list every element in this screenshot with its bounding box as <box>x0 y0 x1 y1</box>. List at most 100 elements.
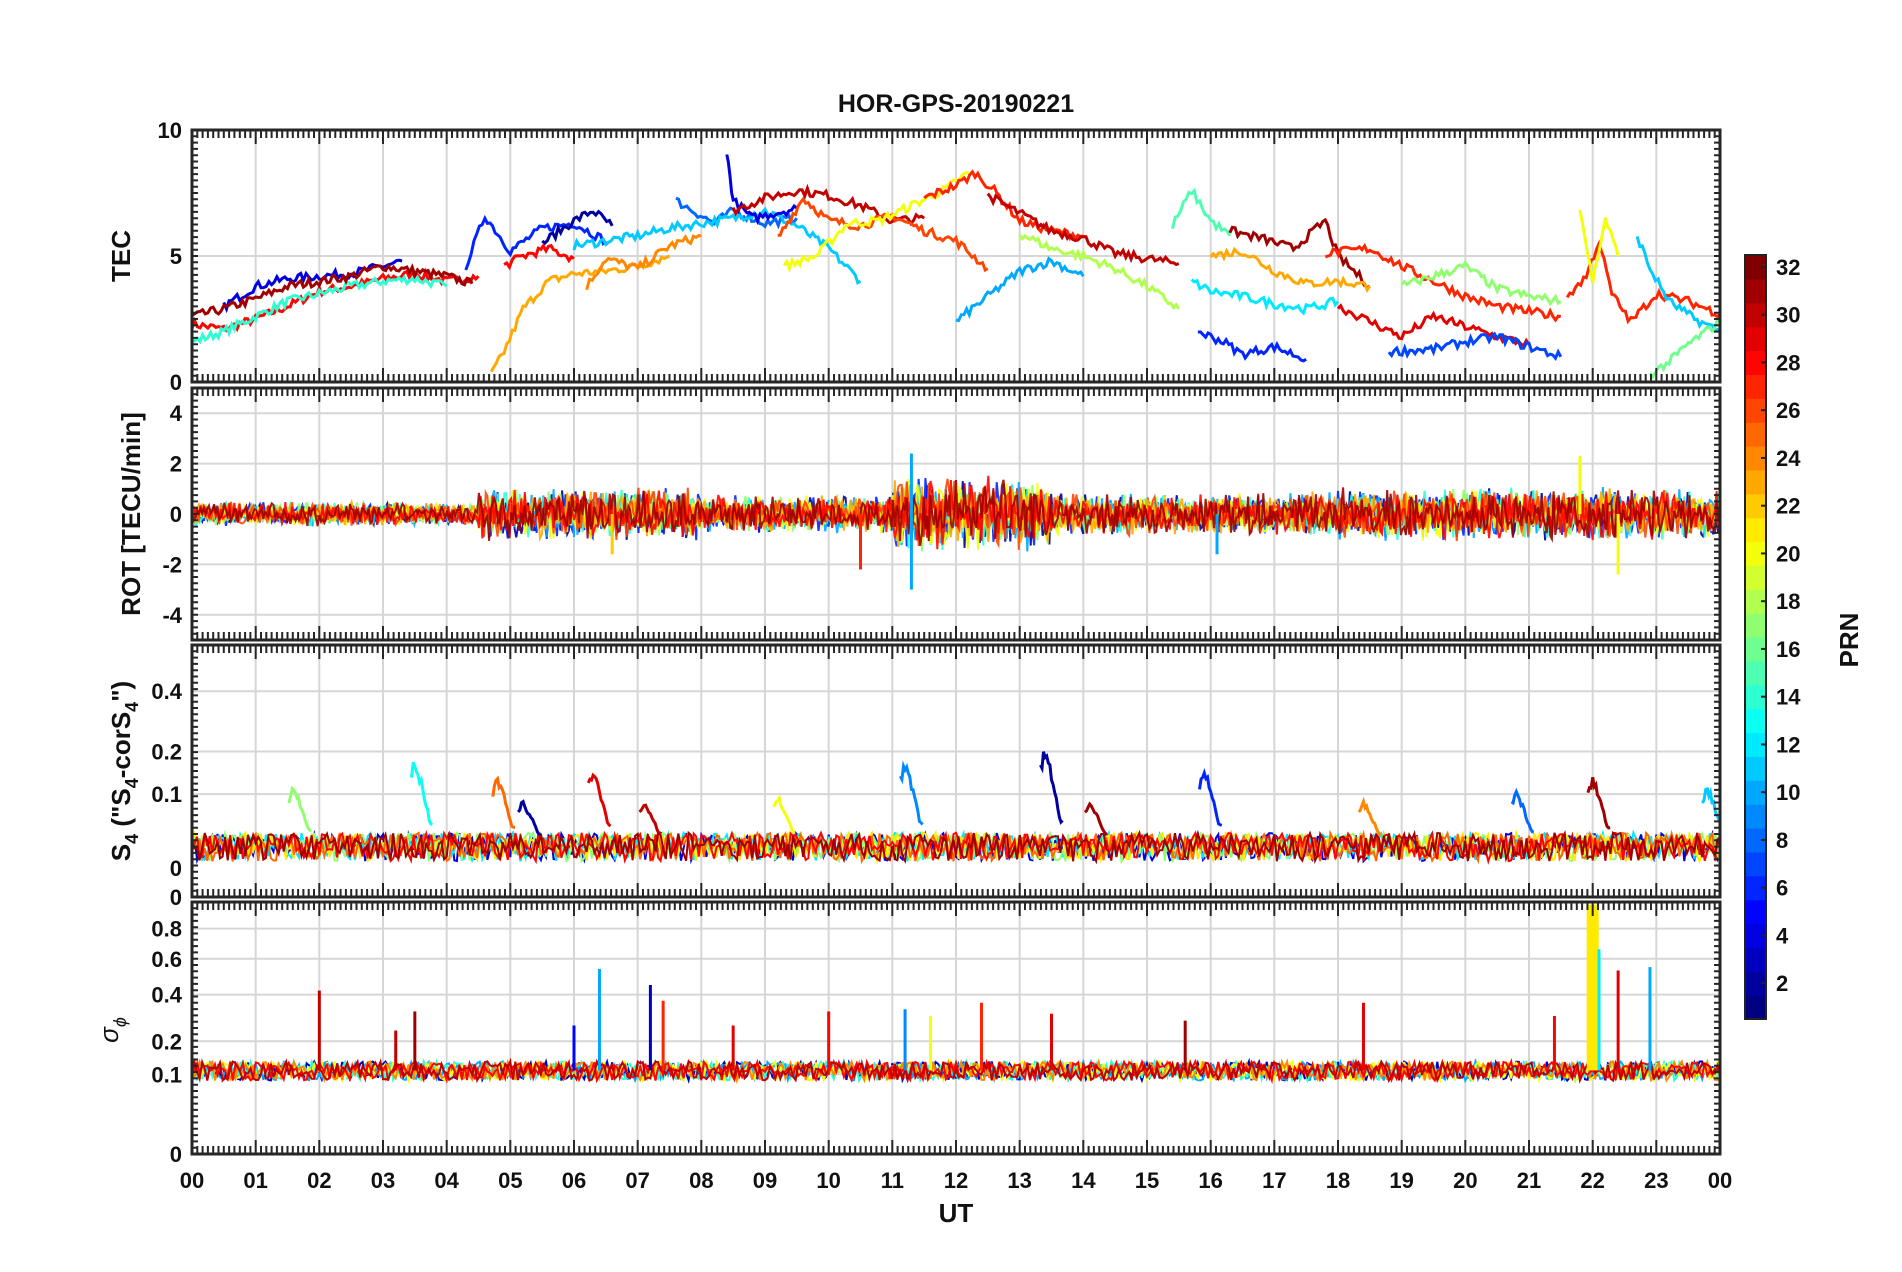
x-tick-label: 20 <box>1453 1168 1477 1193</box>
colorbar-tick-label: 14 <box>1776 685 1801 710</box>
x-tick-label: 00 <box>1708 1168 1732 1193</box>
colorbar-block <box>1745 899 1766 925</box>
colorbar-tick-label: 18 <box>1776 589 1800 614</box>
x-tick-label: 21 <box>1517 1168 1541 1193</box>
colorbar-block <box>1745 828 1766 853</box>
colorbar-tick-label: 26 <box>1776 398 1800 423</box>
sigma-series-prn-28 <box>192 1058 1720 1085</box>
colorbar-block <box>1745 995 1766 1020</box>
tec-series-prn-14 <box>192 274 448 345</box>
x-axis-label: UT <box>939 1198 974 1228</box>
colorbar-block <box>1745 446 1766 471</box>
tec-series-prn-11 <box>572 206 862 286</box>
colorbar-tick-label: 16 <box>1776 637 1800 662</box>
x-tick-label: 18 <box>1326 1168 1350 1193</box>
colorbar-block <box>1745 947 1766 972</box>
y-tick-label: 0.1 <box>151 782 182 807</box>
y-minor-ticks <box>192 129 1720 383</box>
s4-series-prn-28 <box>192 829 1720 865</box>
y-tick-label: 0.1 <box>151 1062 182 1087</box>
sigma-series-prn-30 <box>192 1057 1720 1084</box>
sigma-frame <box>190 900 1722 1156</box>
x-tick-label: 08 <box>689 1168 713 1193</box>
x-tick-label: 09 <box>753 1168 777 1193</box>
rot-panel: -4 -2 0 2 4 ROT [TECU/min] <box>116 386 1722 642</box>
colorbar-block <box>1745 971 1766 996</box>
tec-series-prn-17 <box>1400 259 1562 307</box>
s4-spike <box>409 761 434 827</box>
rot-frame <box>190 386 1722 642</box>
rot-yticks: -4 -2 0 2 4 <box>162 401 182 628</box>
tec-series-prn-27 <box>1565 239 1720 325</box>
y-tick-label: 0.4 <box>151 983 182 1008</box>
tec-series-prn-31 <box>1228 217 1371 290</box>
colorbar-block <box>1745 613 1766 638</box>
s4-spike <box>491 775 516 829</box>
sigma-ylabel: σϕ <box>94 1017 130 1043</box>
colorbar-block <box>1745 255 1766 280</box>
x-tick-label: 02 <box>307 1168 331 1193</box>
colorbar-tick-label: 10 <box>1776 780 1800 805</box>
sigma-ylabel-sub: ϕ <box>110 1017 130 1027</box>
colorbar-tick-label: 20 <box>1776 541 1800 566</box>
s4-yticks: 0 0 0.1 0.2 0.4 <box>151 679 182 910</box>
x-tick-label: 04 <box>434 1168 459 1193</box>
colorbar-block <box>1745 589 1766 614</box>
colorbar-gradient <box>1745 255 1766 1020</box>
tec-series-prn-27 <box>1324 242 1562 323</box>
y-tick-label: 5 <box>170 244 182 269</box>
sigma-ylabel-main: σ <box>94 1026 124 1043</box>
x-tick-label: 16 <box>1198 1168 1222 1193</box>
colorbar-tick-label: 32 <box>1776 255 1800 280</box>
s4-spike <box>638 803 663 835</box>
tec-grid <box>192 130 1720 382</box>
x-tick-label: 01 <box>243 1168 267 1193</box>
colorbar-tick-label: 4 <box>1776 923 1789 948</box>
y-tick-label: 0.2 <box>151 740 182 765</box>
colorbar-block <box>1745 374 1766 399</box>
s4-series-prn-31 <box>192 829 1720 865</box>
tec-series-prn-20 <box>782 171 969 274</box>
colorbar-block <box>1745 780 1766 805</box>
tec-frame <box>190 128 1722 384</box>
y-tick-label: 0 <box>170 370 182 395</box>
s4-series-layer <box>192 751 1720 865</box>
x-tick-label: 15 <box>1135 1168 1159 1193</box>
tec-series-prn-2 <box>541 209 614 246</box>
y-tick-label: 0.6 <box>151 947 182 972</box>
y-tick-label: -4 <box>162 603 182 628</box>
colorbar-block <box>1745 469 1766 495</box>
y-tick-label: 0.8 <box>151 917 182 942</box>
s4-ylabel-open: ("S <box>106 788 136 834</box>
tec-series-prn-16 <box>1648 317 1720 380</box>
y-tick-label: 0 <box>170 856 182 881</box>
tec-series-prn-12 <box>1190 278 1340 316</box>
colorbar-tick-label: 6 <box>1776 876 1788 901</box>
sigma-yticks: 0 0.1 0.2 0.4 0.6 0.8 <box>151 917 182 1167</box>
rot-series-prn-31 <box>192 479 1720 546</box>
colorbar-label: PRN <box>1834 613 1864 668</box>
s4-ylabel: S4 ("S4-corS4") <box>106 681 142 861</box>
x-tick-label: 07 <box>625 1168 649 1193</box>
colorbar-block <box>1745 851 1766 877</box>
s4-ylabel-sub2: 4 <box>122 778 142 788</box>
y-tick-label: 0.4 <box>151 679 182 704</box>
s4-series-prn-25 <box>192 829 1720 865</box>
tec-series-prn-30 <box>986 192 1180 267</box>
s4-ylabel-sub1: 4 <box>122 834 142 844</box>
colorbar-frame <box>1744 254 1767 1020</box>
colorbar-block <box>1745 326 1766 352</box>
x-tick-label: 06 <box>562 1168 586 1193</box>
tec-series-prn-7 <box>1387 331 1563 362</box>
x-tick-label: 10 <box>816 1168 840 1193</box>
tec-series-prn-28 <box>503 242 575 271</box>
s4-ylabel-end: ") <box>106 681 136 702</box>
tec-ylabel: TEC <box>106 230 136 282</box>
s4-frame <box>190 643 1722 899</box>
y-tick-label: 10 <box>158 118 182 143</box>
tec-series-prn-23 <box>1209 246 1372 294</box>
s4-spike <box>1510 787 1535 834</box>
colorbar-block <box>1745 541 1766 566</box>
